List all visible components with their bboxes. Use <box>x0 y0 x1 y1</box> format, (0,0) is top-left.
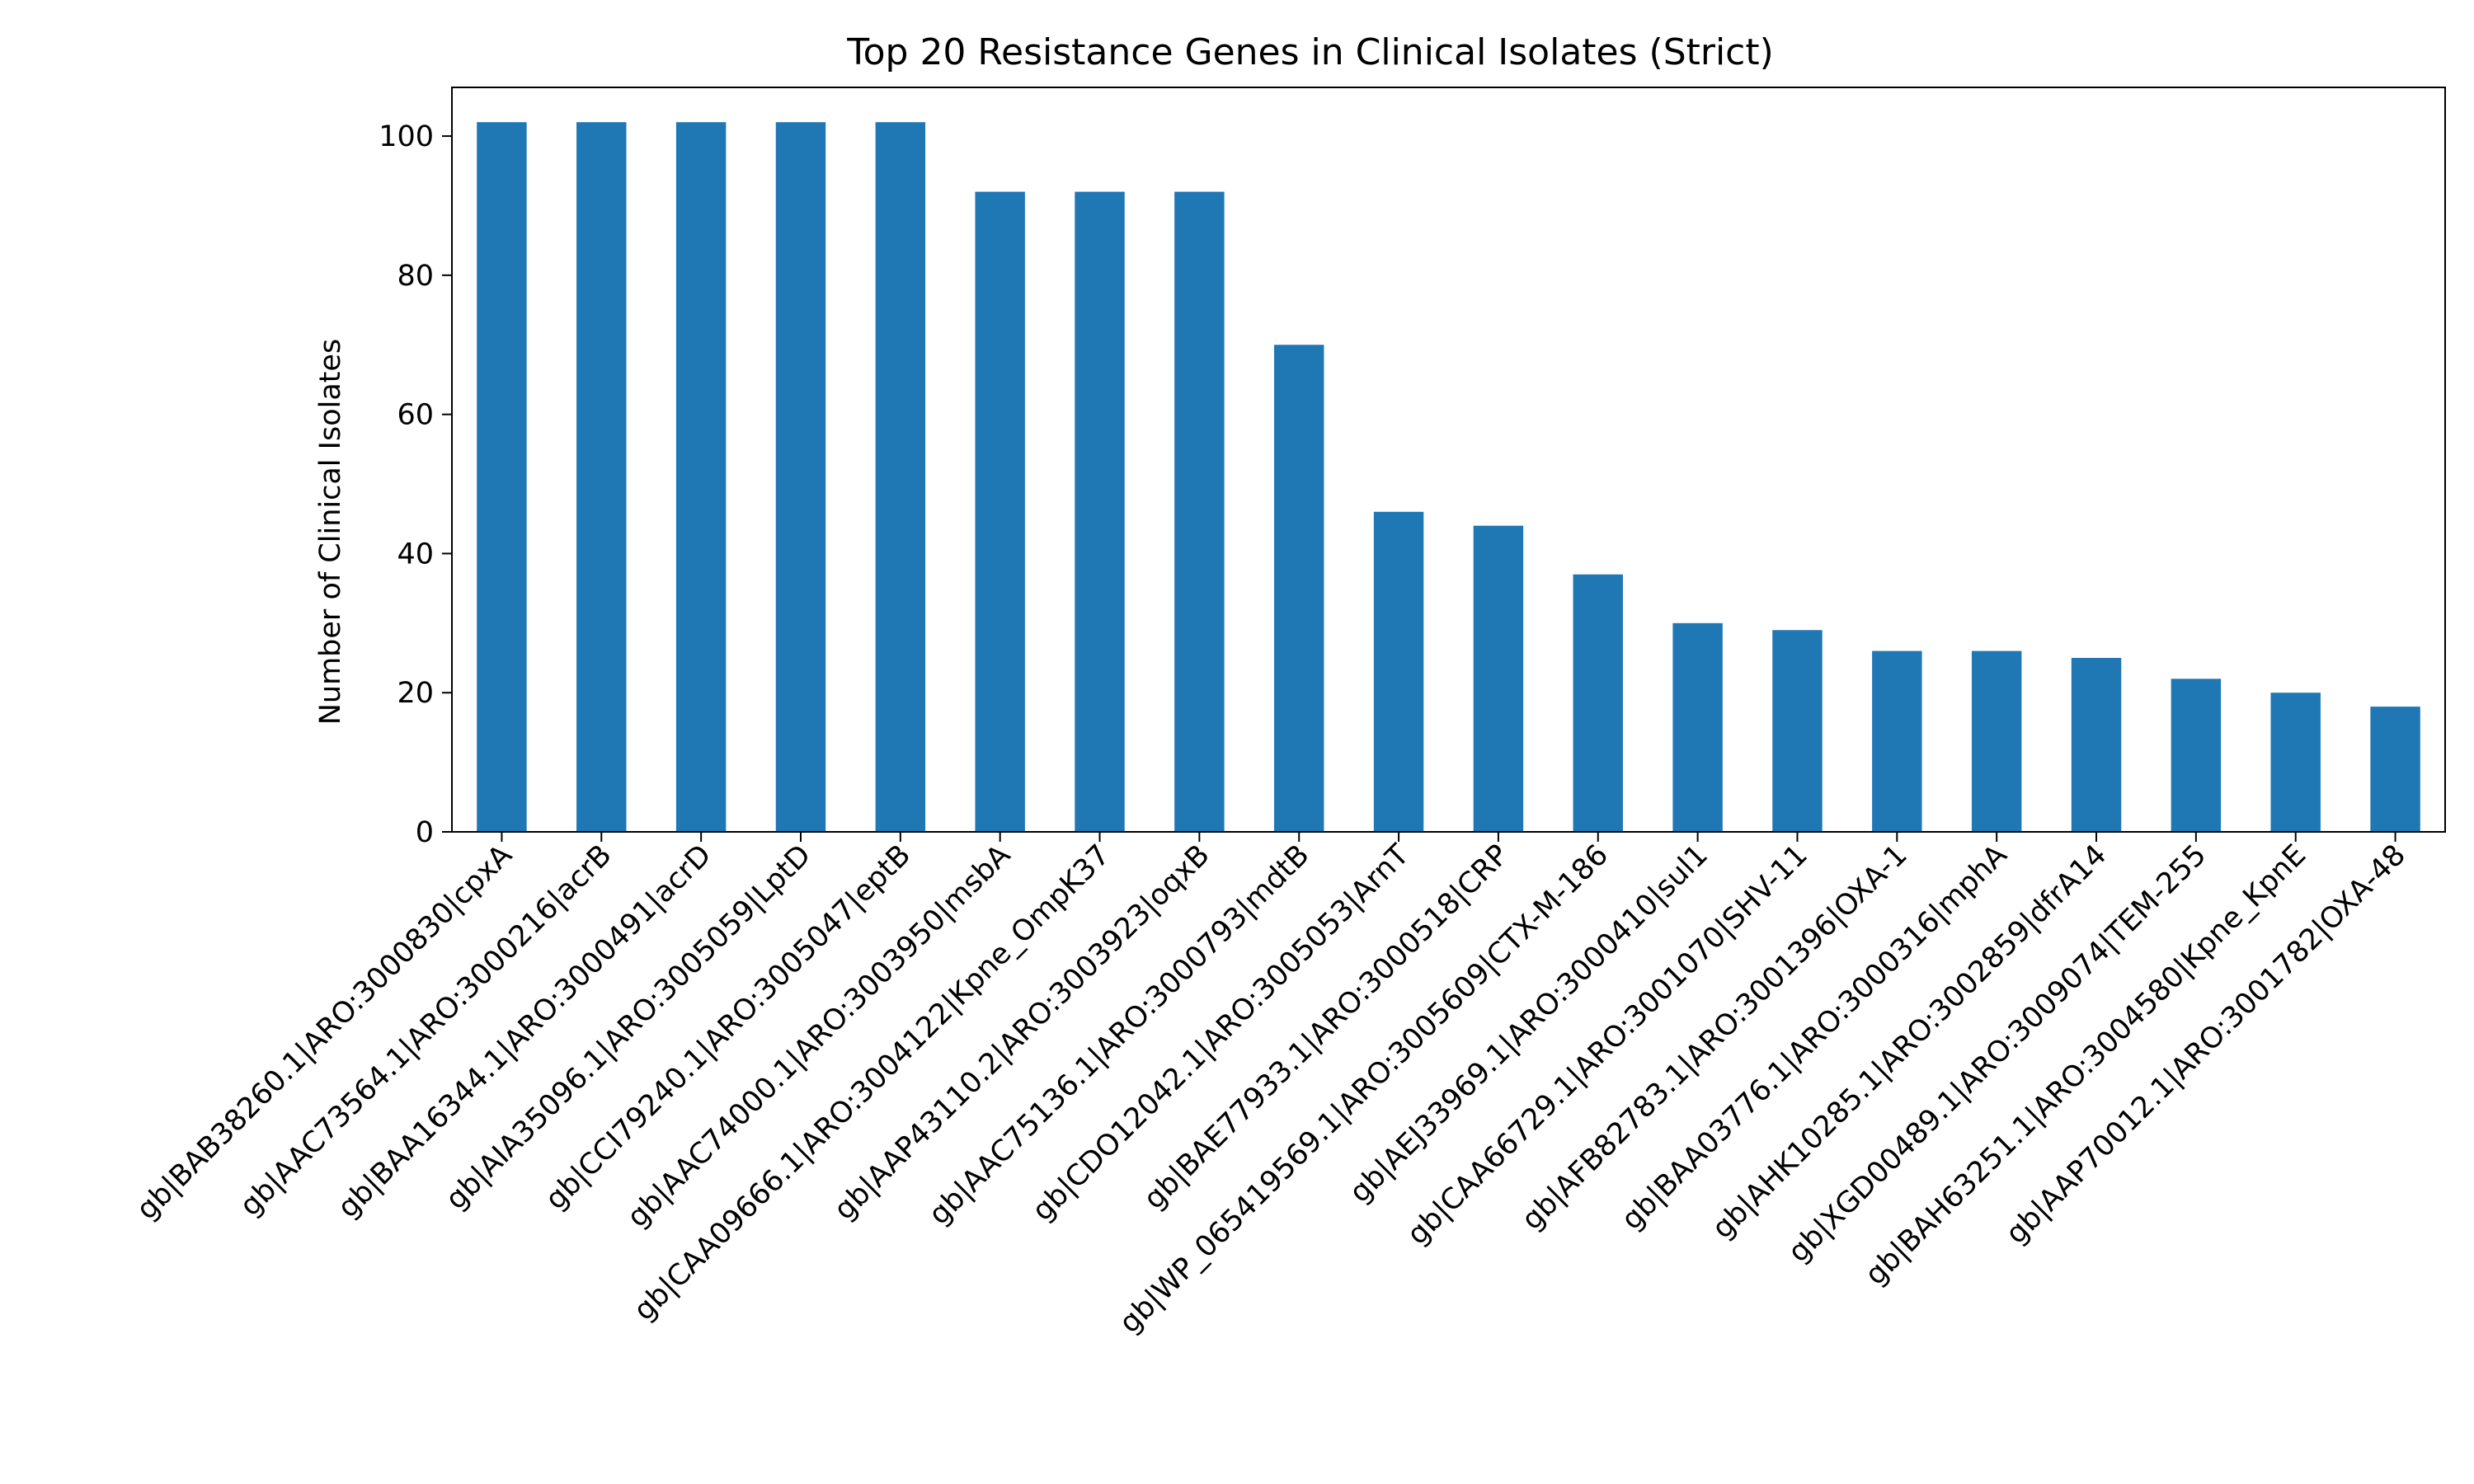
y-tick-label: 100 <box>379 120 434 153</box>
x-tick-label: gb|AIA35096.1|ARO:3005059|LptD <box>440 838 817 1216</box>
x-tick-label: gb|AAP43110.2|ARO:3003923|oqxB <box>828 838 1216 1227</box>
x-tick-label: gb|CAA09666.1|ARO:3004122|Kpne_OmpK37 <box>628 838 1117 1327</box>
bars-group <box>477 122 2420 833</box>
bar-11 <box>1473 525 1524 832</box>
bar-18 <box>2171 679 2222 832</box>
bar-7 <box>1075 191 1125 832</box>
x-axis-ticks: gb|BAB38260.1|ARO:3000830|cpxAgb|AAC7356… <box>130 832 2412 1340</box>
y-tick-label: 20 <box>397 677 434 710</box>
bar-9 <box>1274 345 1324 833</box>
x-tick-label: gb|BAB38260.1|ARO:3000830|cpxA <box>130 838 519 1227</box>
bar-17 <box>2071 658 2122 832</box>
y-axis-ticks: 0 20 40 60 80 100 <box>379 120 452 849</box>
bar-1 <box>477 122 527 832</box>
y-tick-label: 0 <box>416 816 434 849</box>
bar-14 <box>1772 630 1823 832</box>
y-tick-label: 60 <box>397 399 434 432</box>
x-tick-label: gb|AEJ33969.1|ARO:3000410|sul1 <box>1343 838 1714 1209</box>
y-tick-label: 40 <box>397 538 434 571</box>
bar-19 <box>2270 693 2321 832</box>
bar-6 <box>975 191 1025 832</box>
x-tick-label: gb|BAE77933.1|ARO:3000518|CRP <box>1138 838 1516 1216</box>
bar-20 <box>2370 707 2420 832</box>
plot-frame <box>451 87 2446 833</box>
x-tick-label: gb|CDO12042.1|ARO:3005053|ArnT <box>1026 838 1416 1228</box>
x-tick-label: gb|CCI79240.1|ARO:3005047|eptB <box>539 838 917 1216</box>
x-tick-label: gb|AAC73564.1|ARO:3000216|acrB <box>234 838 618 1223</box>
bar-16 <box>1971 650 2022 832</box>
y-axis-label: Number of Clinical Isolates <box>314 339 347 726</box>
y-tick-label: 80 <box>397 260 434 293</box>
bar-3 <box>675 122 727 832</box>
bar-2 <box>576 122 627 832</box>
bar-5 <box>875 122 926 832</box>
bar-15 <box>1872 650 1922 832</box>
bar-12 <box>1573 574 1623 832</box>
bar-10 <box>1373 511 1424 832</box>
bar-4 <box>775 122 826 832</box>
chart-title: Top 20 Resistance Genes in Clinical Isol… <box>846 31 1774 73</box>
bar-8 <box>1174 191 1225 832</box>
bar-13 <box>1672 622 1723 832</box>
x-tick-label: gb|BAA16344.1|ARO:3000491|acrD <box>332 838 717 1224</box>
